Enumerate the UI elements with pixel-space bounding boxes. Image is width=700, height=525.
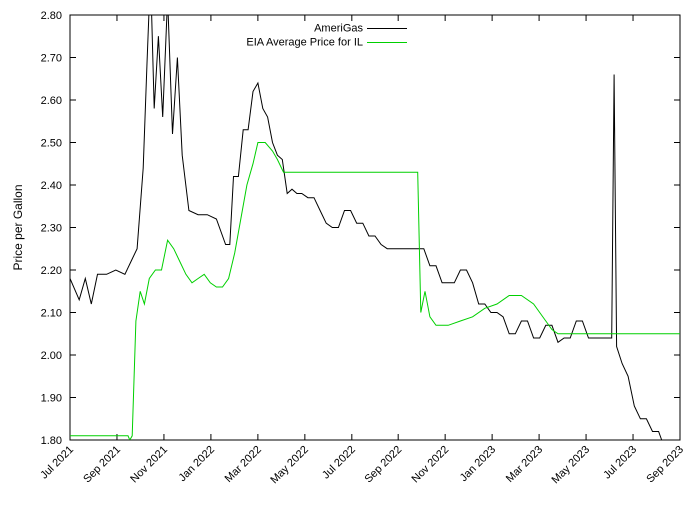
svg-text:2.40: 2.40	[41, 180, 62, 192]
svg-text:Jul 2023: Jul 2023	[601, 444, 639, 482]
svg-text:Sep 2023: Sep 2023	[644, 444, 686, 486]
svg-text:2.80: 2.80	[41, 10, 62, 22]
svg-text:Sep 2021: Sep 2021	[81, 444, 123, 486]
svg-text:1.80: 1.80	[41, 435, 62, 447]
svg-text:2.20: 2.20	[41, 265, 62, 277]
svg-text:2.60: 2.60	[41, 95, 62, 107]
svg-text:May 2023: May 2023	[550, 444, 593, 487]
chart-svg: 1.80 1.90 2.00 2.10 2.20 2.30 2.40 2.50 2.60 2.70…	[0, 0, 700, 525]
svg-text:Mar 2023: Mar 2023	[504, 444, 545, 485]
svg-text:2.10: 2.10	[41, 308, 62, 320]
svg-text:2.00: 2.00	[41, 350, 62, 362]
svg-text:Nov 2022: Nov 2022	[409, 444, 451, 486]
svg-text:Jan 2022: Jan 2022	[177, 444, 217, 484]
svg-text:May 2022: May 2022	[268, 444, 311, 487]
svg-text:Price per Gallon: Price per Gallon	[11, 184, 25, 270]
svg-text:Sep 2022: Sep 2022	[363, 444, 405, 486]
svg-text:2.30: 2.30	[41, 223, 62, 235]
svg-text:EIA Average Price for IL: EIA Average Price for IL	[246, 37, 363, 49]
svg-text:2.70: 2.70	[41, 53, 62, 65]
price-chart: 1.80 1.90 2.00 2.10 2.20 2.30 2.40 2.50 2.60 2.70…	[0, 0, 700, 525]
svg-text:1.90: 1.90	[41, 393, 62, 405]
svg-text:Jul 2022: Jul 2022	[320, 444, 358, 482]
svg-text:AmeriGas: AmeriGas	[314, 23, 363, 35]
svg-text:2.50: 2.50	[41, 138, 62, 150]
svg-text:Jul 2021: Jul 2021	[38, 444, 76, 482]
svg-text:Nov 2021: Nov 2021	[128, 444, 170, 486]
svg-text:Jan 2023: Jan 2023	[458, 444, 498, 484]
svg-text:Mar 2022: Mar 2022	[223, 444, 264, 485]
